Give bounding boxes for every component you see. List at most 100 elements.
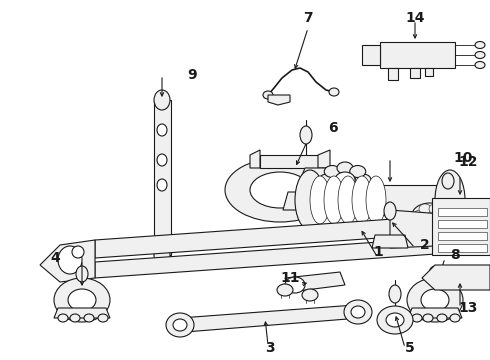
Ellipse shape bbox=[366, 176, 386, 224]
Ellipse shape bbox=[412, 314, 422, 322]
Ellipse shape bbox=[84, 314, 94, 322]
Ellipse shape bbox=[442, 173, 454, 189]
Polygon shape bbox=[408, 308, 462, 318]
Ellipse shape bbox=[58, 314, 68, 322]
Polygon shape bbox=[283, 192, 330, 210]
Ellipse shape bbox=[263, 91, 273, 99]
Text: 6: 6 bbox=[328, 121, 338, 135]
Polygon shape bbox=[432, 198, 490, 255]
Ellipse shape bbox=[412, 203, 448, 227]
Polygon shape bbox=[410, 68, 420, 78]
Polygon shape bbox=[372, 235, 408, 248]
Polygon shape bbox=[95, 237, 450, 278]
Ellipse shape bbox=[154, 90, 170, 110]
Ellipse shape bbox=[419, 216, 431, 226]
Polygon shape bbox=[300, 168, 345, 192]
Polygon shape bbox=[438, 232, 487, 240]
Ellipse shape bbox=[329, 88, 339, 96]
Polygon shape bbox=[180, 305, 360, 332]
Ellipse shape bbox=[337, 186, 353, 198]
Text: 3: 3 bbox=[265, 341, 275, 355]
Ellipse shape bbox=[310, 176, 330, 224]
Ellipse shape bbox=[475, 62, 485, 68]
Polygon shape bbox=[54, 308, 110, 318]
Ellipse shape bbox=[324, 166, 340, 177]
Ellipse shape bbox=[423, 314, 433, 322]
Ellipse shape bbox=[98, 314, 108, 322]
Ellipse shape bbox=[434, 210, 446, 220]
Ellipse shape bbox=[475, 41, 485, 49]
Ellipse shape bbox=[355, 174, 371, 186]
Polygon shape bbox=[40, 240, 95, 282]
Polygon shape bbox=[438, 244, 487, 252]
Ellipse shape bbox=[352, 176, 372, 224]
Ellipse shape bbox=[277, 284, 293, 296]
Polygon shape bbox=[268, 95, 290, 105]
Text: 7: 7 bbox=[303, 11, 313, 25]
Ellipse shape bbox=[157, 124, 167, 136]
Ellipse shape bbox=[437, 314, 447, 322]
Polygon shape bbox=[425, 68, 433, 76]
Polygon shape bbox=[390, 210, 458, 248]
Ellipse shape bbox=[173, 319, 187, 331]
Polygon shape bbox=[388, 68, 398, 80]
Polygon shape bbox=[154, 100, 171, 255]
Text: 2: 2 bbox=[420, 238, 430, 252]
Ellipse shape bbox=[351, 306, 365, 318]
Ellipse shape bbox=[76, 266, 88, 282]
Ellipse shape bbox=[154, 245, 170, 265]
Polygon shape bbox=[260, 155, 318, 168]
Ellipse shape bbox=[72, 246, 84, 258]
Ellipse shape bbox=[300, 126, 312, 144]
Text: 12: 12 bbox=[458, 155, 478, 169]
Text: 11: 11 bbox=[280, 271, 300, 285]
Polygon shape bbox=[310, 185, 450, 215]
Text: 1: 1 bbox=[373, 245, 383, 259]
Polygon shape bbox=[318, 150, 330, 168]
Ellipse shape bbox=[335, 172, 355, 188]
Ellipse shape bbox=[166, 313, 194, 337]
Text: 5: 5 bbox=[405, 341, 415, 355]
Ellipse shape bbox=[324, 176, 344, 224]
Ellipse shape bbox=[429, 216, 441, 226]
Polygon shape bbox=[438, 220, 487, 228]
Text: 4: 4 bbox=[50, 251, 60, 265]
Polygon shape bbox=[250, 150, 260, 168]
Ellipse shape bbox=[384, 202, 396, 220]
Text: 10: 10 bbox=[453, 151, 473, 165]
Polygon shape bbox=[285, 272, 345, 292]
Ellipse shape bbox=[157, 179, 167, 191]
Ellipse shape bbox=[337, 162, 353, 174]
Polygon shape bbox=[95, 215, 450, 258]
Ellipse shape bbox=[68, 289, 96, 311]
Ellipse shape bbox=[70, 314, 80, 322]
Polygon shape bbox=[380, 42, 455, 68]
Text: 8: 8 bbox=[450, 248, 460, 262]
Ellipse shape bbox=[225, 158, 335, 222]
Ellipse shape bbox=[407, 278, 463, 322]
Ellipse shape bbox=[295, 170, 325, 230]
Ellipse shape bbox=[58, 246, 82, 274]
Ellipse shape bbox=[54, 278, 110, 322]
Polygon shape bbox=[422, 265, 490, 290]
Ellipse shape bbox=[285, 277, 305, 293]
Ellipse shape bbox=[429, 266, 441, 282]
Ellipse shape bbox=[250, 172, 310, 208]
Ellipse shape bbox=[421, 289, 449, 311]
Ellipse shape bbox=[419, 204, 431, 214]
Ellipse shape bbox=[350, 183, 366, 194]
Polygon shape bbox=[438, 208, 487, 216]
Text: 14: 14 bbox=[405, 11, 425, 25]
Ellipse shape bbox=[377, 306, 413, 334]
Ellipse shape bbox=[435, 170, 465, 230]
Ellipse shape bbox=[389, 285, 401, 303]
Text: 9: 9 bbox=[187, 68, 197, 82]
Ellipse shape bbox=[319, 174, 335, 186]
Ellipse shape bbox=[302, 289, 318, 301]
Ellipse shape bbox=[450, 314, 460, 322]
Ellipse shape bbox=[429, 204, 441, 214]
Ellipse shape bbox=[386, 313, 404, 327]
Ellipse shape bbox=[475, 51, 485, 59]
Ellipse shape bbox=[338, 176, 358, 224]
Ellipse shape bbox=[157, 154, 167, 166]
